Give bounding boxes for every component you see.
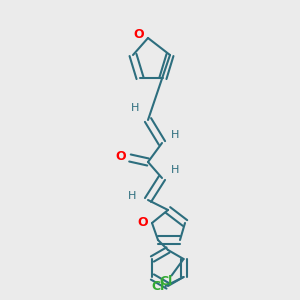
- Text: H: H: [171, 130, 179, 140]
- Text: O: O: [138, 217, 148, 230]
- Text: H: H: [131, 103, 139, 113]
- Text: H: H: [171, 165, 179, 175]
- Text: O: O: [116, 150, 126, 163]
- Text: O: O: [134, 28, 144, 41]
- Text: Cl: Cl: [152, 280, 165, 292]
- Text: Cl: Cl: [159, 275, 172, 288]
- Text: H: H: [128, 191, 136, 201]
